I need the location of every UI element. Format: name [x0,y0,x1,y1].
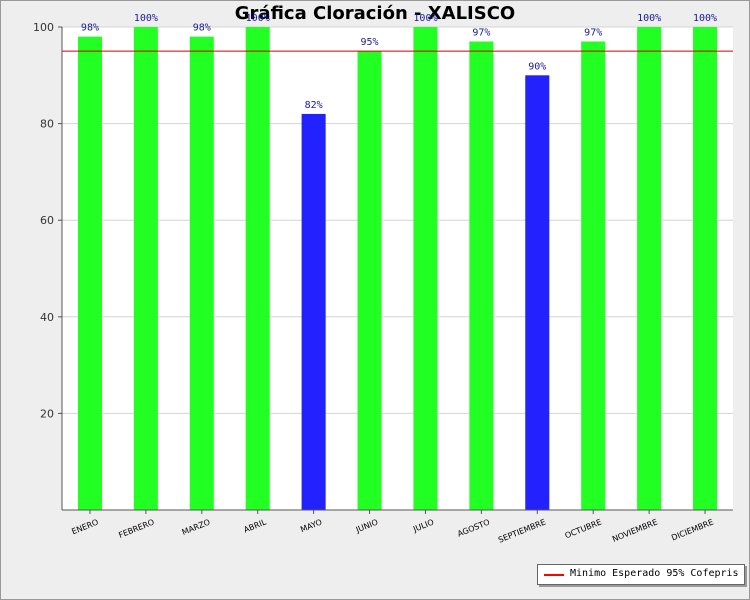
x-category-label: MARZO [181,518,212,537]
x-category-label: SEPTIEMBRE [497,518,547,545]
x-category-label: ENERO [70,518,99,537]
x-category-label: FEBRERO [117,518,155,540]
bar-value-label: 97% [472,27,490,38]
bar-diciembre [693,27,718,510]
bar-value-label: 98% [81,23,99,34]
legend-label: Minimo Esperado 95% Cofepris [570,568,739,579]
bar-value-label: 100% [693,13,717,24]
bar-marzo [189,36,214,510]
bar-value-label: 100% [134,13,158,24]
bar-value-label: 100% [637,13,661,24]
bar-value-label: 98% [193,23,211,34]
bar-septiembre [525,75,550,511]
plot-area [62,27,733,510]
x-category-label: DICIEMBRE [670,518,715,543]
x-category-label: JULIO [411,518,435,535]
bar-enero [77,36,102,510]
bar-value-label: 100% [413,13,437,24]
bar-junio [357,51,382,511]
x-category-label: NOVIEMBRE [611,518,659,544]
bar-noviembre [637,27,662,510]
bar-octubre [581,41,606,511]
bar-febrero [133,27,158,510]
y-tick-label: 40 [40,311,54,324]
legend: Minimo Esperado 95% Cofepris [537,564,745,585]
y-tick-label: 80 [40,118,54,131]
x-category-label: AGOSTO [456,518,491,539]
bar-value-label: 95% [361,37,379,48]
bar-agosto [469,41,494,511]
y-tick-label: 100 [33,21,54,34]
x-category-label: ABRIL [242,517,268,534]
bar-julio [413,27,438,510]
y-tick-label: 60 [40,214,54,227]
legend-swatch [544,574,564,576]
bar-value-label: 100% [246,13,270,24]
chart-title: Gráfica Cloración - XALISCO [234,3,516,24]
x-category-label: MAYO [299,518,323,535]
bar-value-label: 97% [584,27,602,38]
x-category-label: JUNIO [354,518,379,535]
bar-abril [245,27,270,510]
x-category-label: OCTUBRE [564,518,603,541]
bar-mayo [301,113,326,510]
bar-value-label: 90% [528,61,546,72]
y-tick-label: 20 [40,407,54,420]
bar-value-label: 82% [305,100,323,111]
